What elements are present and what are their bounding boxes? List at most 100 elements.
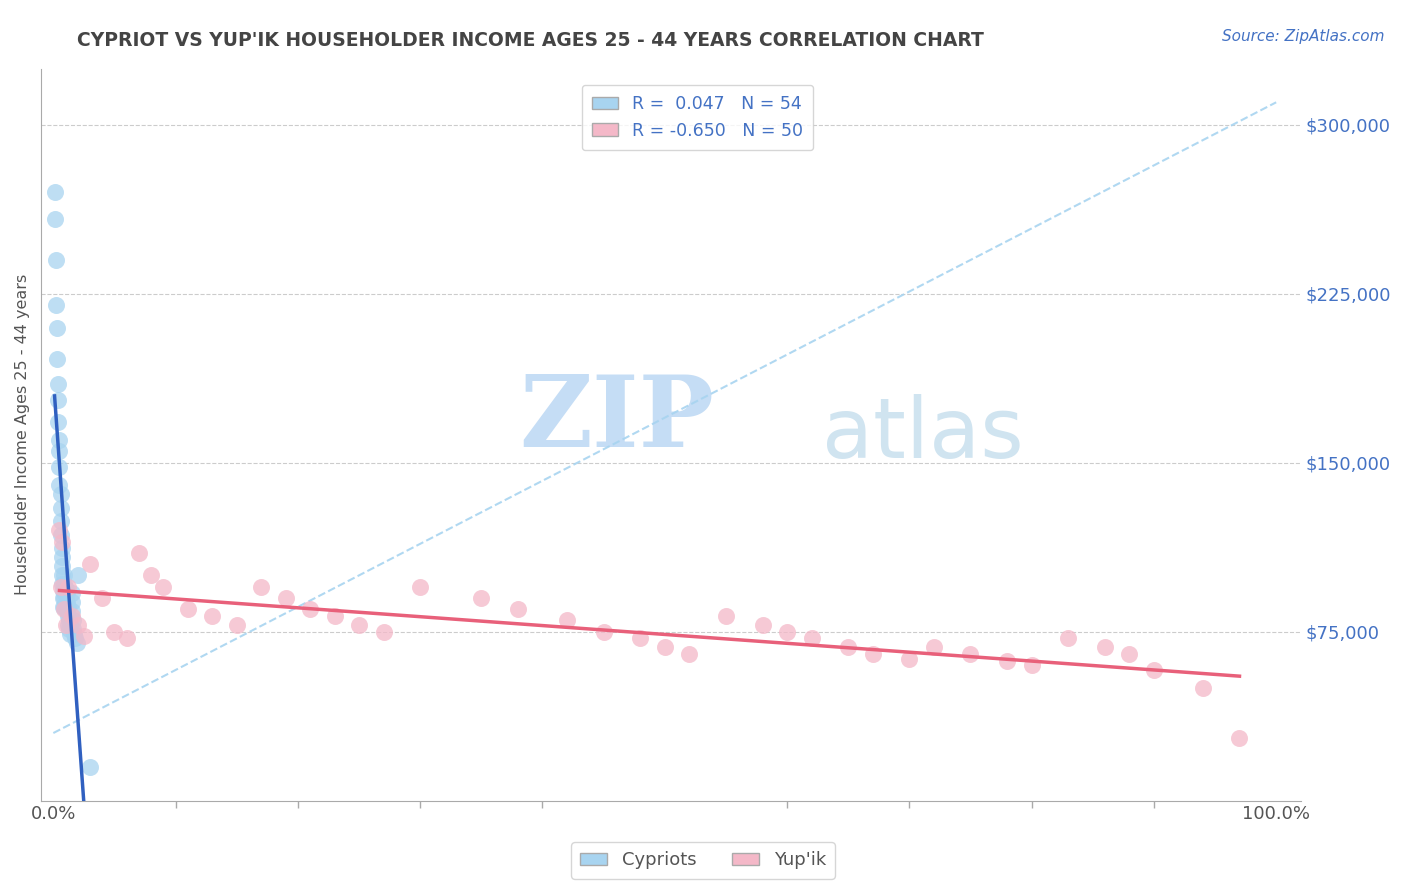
Point bbox=[53, 568, 76, 582]
Point bbox=[66, 618, 89, 632]
Point bbox=[141, 568, 163, 582]
Point bbox=[52, 599, 75, 614]
Point bbox=[409, 580, 432, 594]
Point bbox=[49, 580, 72, 594]
Point bbox=[48, 478, 70, 492]
Point bbox=[201, 608, 224, 623]
Point bbox=[62, 614, 84, 628]
Point bbox=[58, 623, 80, 637]
Text: CYPRIOT VS YUP'IK HOUSEHOLDER INCOME AGES 25 - 44 YEARS CORRELATION CHART: CYPRIOT VS YUP'IK HOUSEHOLDER INCOME AGE… bbox=[77, 31, 984, 50]
Point bbox=[56, 586, 79, 600]
Point bbox=[250, 580, 273, 594]
Point bbox=[60, 595, 83, 609]
Point bbox=[1229, 731, 1251, 745]
Point bbox=[373, 624, 395, 639]
Point bbox=[898, 651, 921, 665]
Point bbox=[654, 640, 676, 655]
Point bbox=[52, 591, 75, 605]
Point bbox=[51, 541, 73, 556]
Point bbox=[46, 320, 69, 334]
Point bbox=[60, 608, 83, 623]
Point bbox=[225, 618, 247, 632]
Point bbox=[73, 629, 96, 643]
Point bbox=[48, 460, 70, 475]
Point bbox=[103, 624, 125, 639]
Point bbox=[51, 568, 73, 582]
Legend: R =  0.047   N = 54, R = -0.650   N = 50: R = 0.047 N = 54, R = -0.650 N = 50 bbox=[582, 85, 813, 150]
Text: Source: ZipAtlas.com: Source: ZipAtlas.com bbox=[1222, 29, 1385, 44]
Point bbox=[55, 586, 77, 600]
Point bbox=[995, 654, 1018, 668]
Point bbox=[56, 595, 79, 609]
Point bbox=[58, 614, 80, 628]
Point bbox=[347, 618, 370, 632]
Point bbox=[837, 640, 859, 655]
Point bbox=[56, 618, 79, 632]
Point bbox=[49, 487, 72, 501]
Point bbox=[48, 433, 70, 447]
Text: ZIP: ZIP bbox=[520, 371, 714, 468]
Point bbox=[177, 602, 200, 616]
Point bbox=[959, 647, 981, 661]
Point bbox=[862, 647, 884, 661]
Point bbox=[128, 546, 150, 560]
Point bbox=[323, 608, 346, 623]
Point bbox=[53, 599, 76, 614]
Point bbox=[55, 618, 77, 632]
Point bbox=[49, 514, 72, 528]
Point bbox=[46, 376, 69, 391]
Point bbox=[49, 528, 72, 542]
Y-axis label: Householder Income Ages 25 - 44 years: Householder Income Ages 25 - 44 years bbox=[15, 274, 30, 595]
Point bbox=[59, 618, 82, 632]
Point bbox=[56, 608, 79, 623]
Point bbox=[714, 608, 737, 623]
Point bbox=[51, 559, 73, 574]
Point bbox=[59, 627, 82, 641]
Point bbox=[51, 550, 73, 565]
Point bbox=[66, 568, 89, 582]
Point bbox=[62, 623, 84, 637]
Text: atlas: atlas bbox=[823, 394, 1024, 475]
Point bbox=[299, 602, 322, 616]
Point bbox=[152, 580, 174, 594]
Point bbox=[60, 586, 83, 600]
Point bbox=[1191, 681, 1213, 695]
Point bbox=[51, 577, 73, 591]
Point bbox=[776, 624, 799, 639]
Point bbox=[53, 584, 76, 599]
Point bbox=[45, 252, 67, 267]
Point bbox=[48, 444, 70, 458]
Point bbox=[63, 627, 86, 641]
Point bbox=[79, 557, 101, 571]
Point bbox=[56, 580, 79, 594]
Point bbox=[53, 602, 76, 616]
Point bbox=[751, 618, 773, 632]
Point bbox=[65, 632, 87, 646]
Point bbox=[115, 632, 138, 646]
Legend: Cypriots, Yup'ik: Cypriots, Yup'ik bbox=[571, 842, 835, 879]
Point bbox=[922, 640, 945, 655]
Point bbox=[45, 298, 67, 312]
Point bbox=[48, 524, 70, 538]
Point bbox=[592, 624, 614, 639]
Point bbox=[1021, 658, 1043, 673]
Point bbox=[46, 352, 69, 367]
Point bbox=[49, 500, 72, 515]
Point bbox=[44, 186, 66, 200]
Point bbox=[1057, 632, 1080, 646]
Point bbox=[55, 595, 77, 609]
Point bbox=[506, 602, 529, 616]
Point bbox=[56, 604, 79, 618]
Point bbox=[51, 534, 73, 549]
Point bbox=[1143, 663, 1166, 677]
Point bbox=[60, 604, 83, 618]
Point bbox=[53, 577, 76, 591]
Point bbox=[55, 582, 77, 596]
Point bbox=[91, 591, 114, 605]
Point bbox=[53, 591, 76, 605]
Point bbox=[1094, 640, 1116, 655]
Point bbox=[56, 599, 79, 614]
Point bbox=[46, 415, 69, 429]
Point bbox=[470, 591, 492, 605]
Point bbox=[44, 212, 66, 227]
